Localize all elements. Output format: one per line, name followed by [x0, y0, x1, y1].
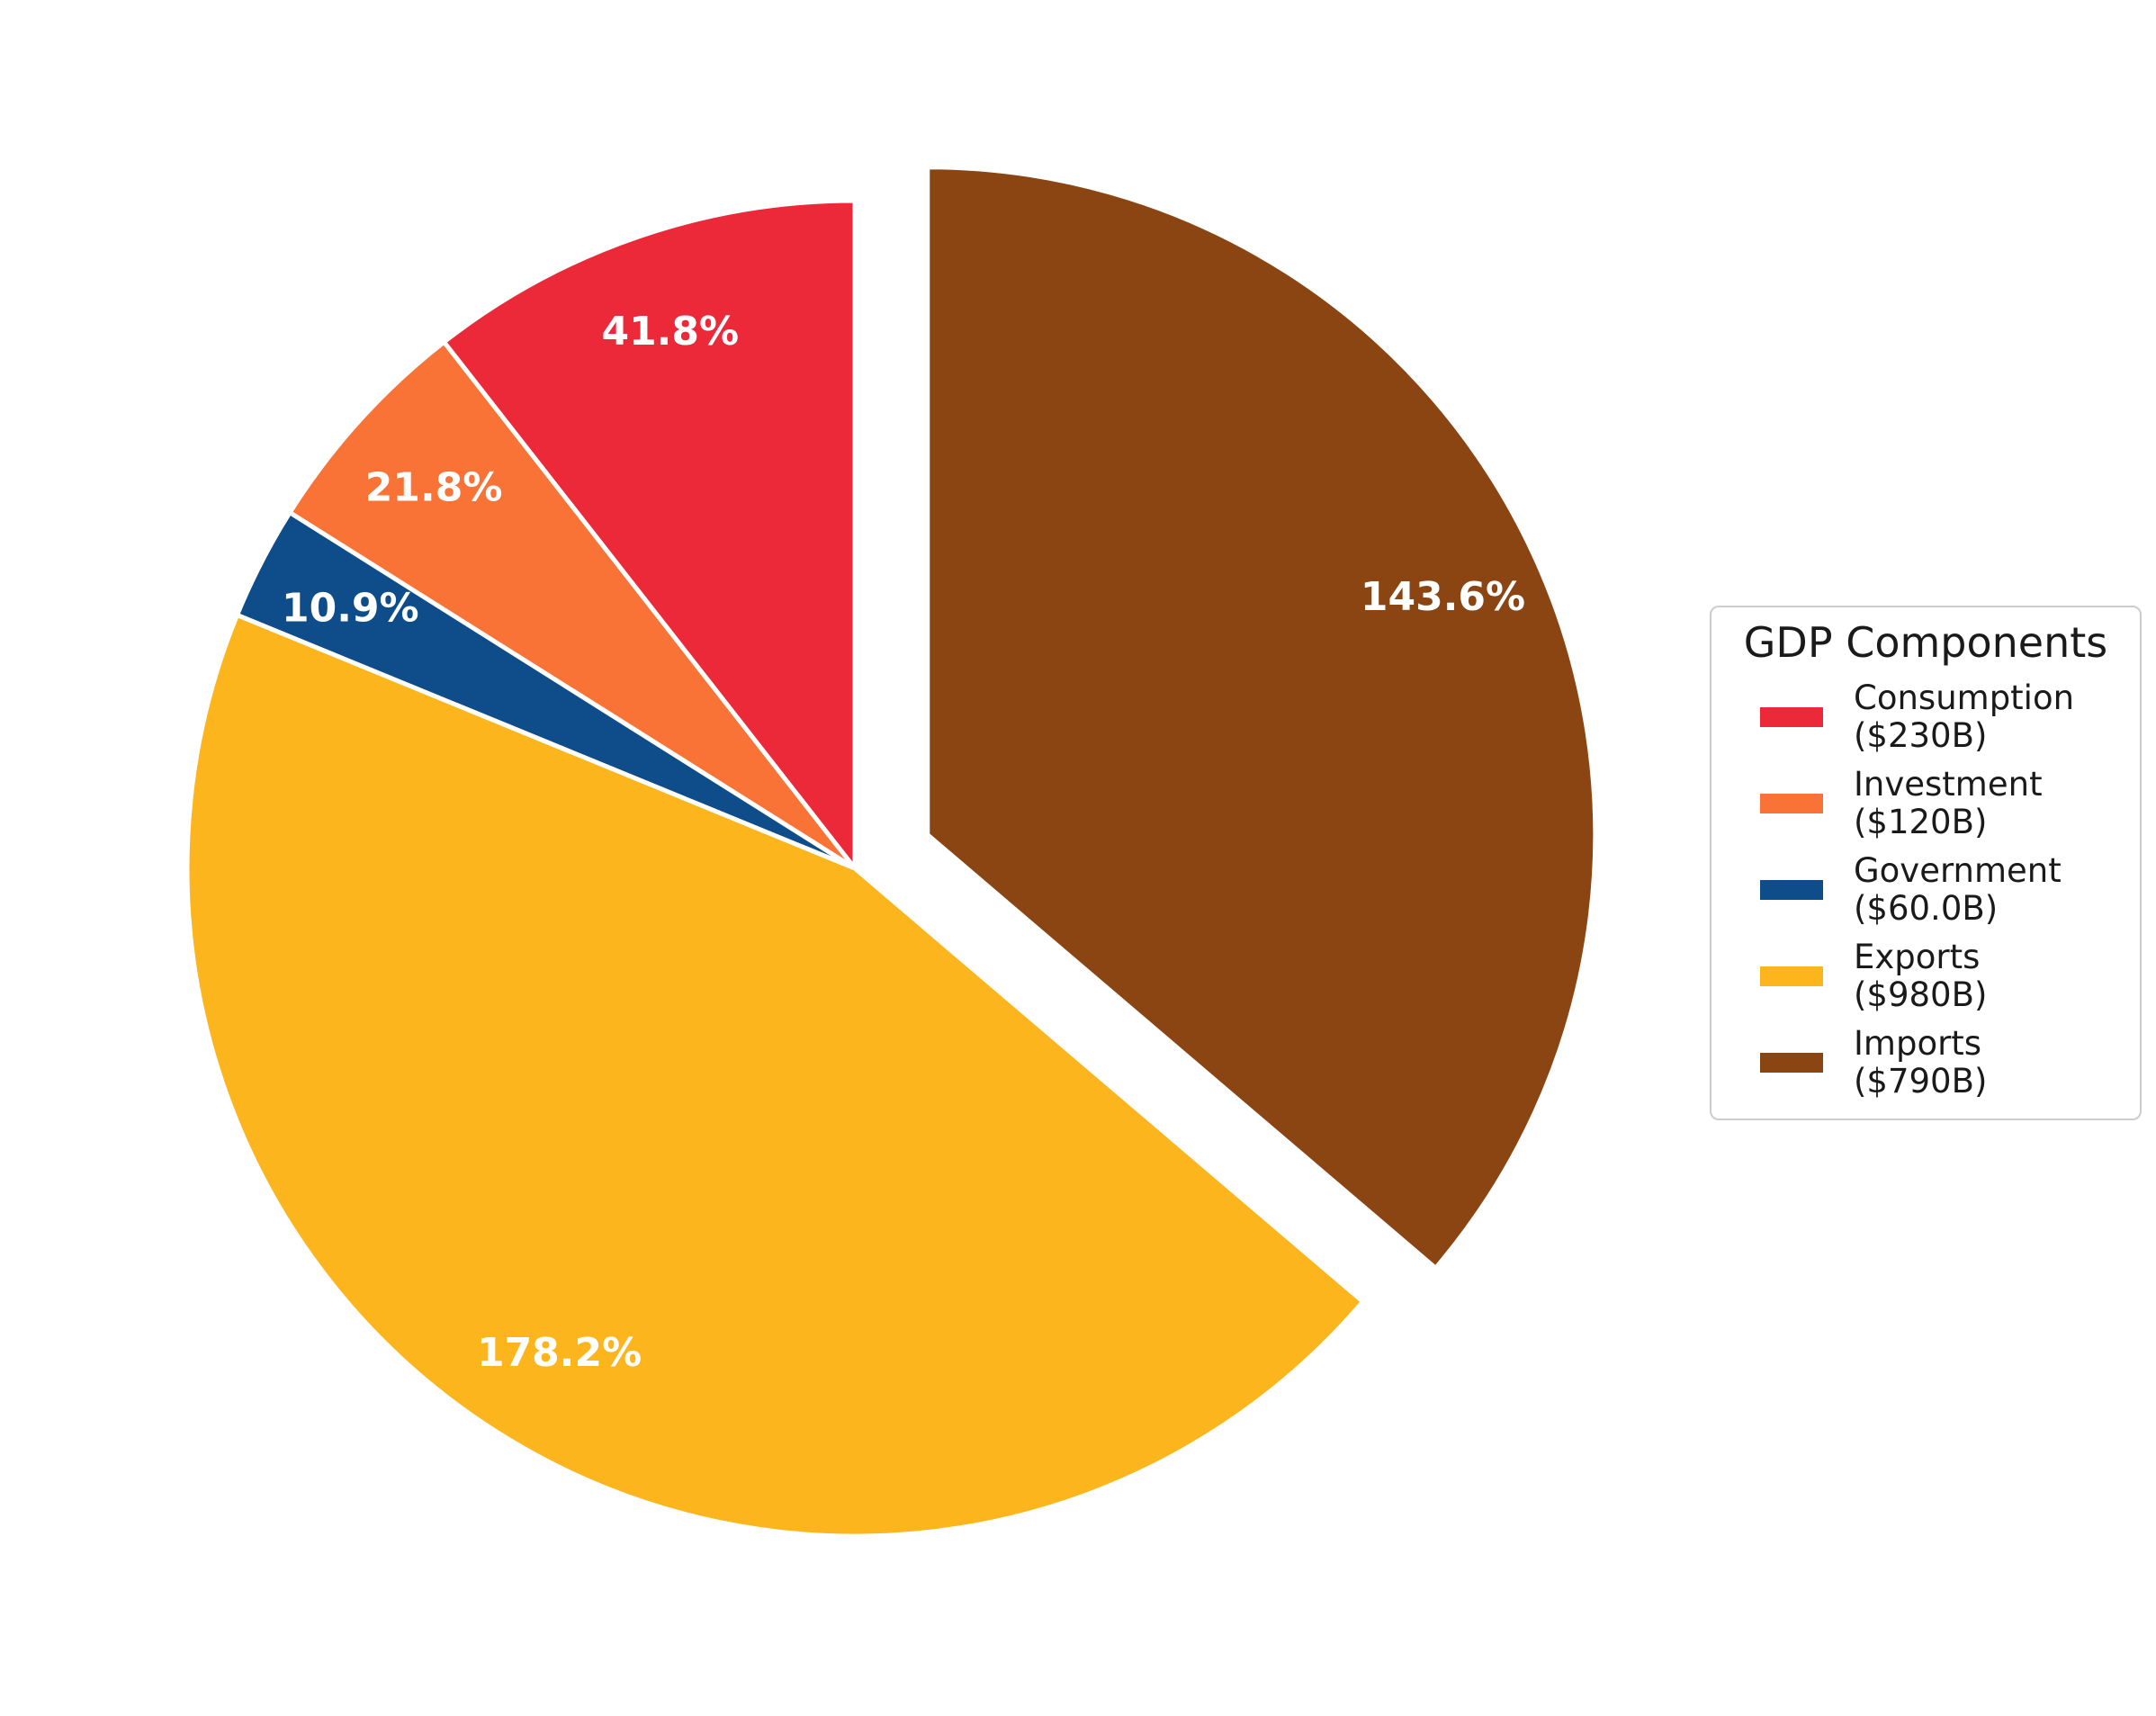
legend-title: GDP Components: [1743, 618, 2108, 667]
legend-swatch-consumption: [1760, 707, 1823, 727]
pie-percent-label-government: 10.9%: [282, 586, 419, 632]
legend-swatch-exports: [1760, 966, 1823, 986]
legend-item-label: Investment: [1854, 765, 2043, 804]
legend-item-government: Government ($60.0B): [1711, 852, 2140, 928]
pie-percent-label-investment: 21.8%: [365, 465, 503, 511]
legend-item-label: Exports: [1854, 938, 1981, 976]
legend-item-amount: ($120B): [1854, 803, 1988, 841]
pie-slice-consumption: [441, 198, 858, 871]
legend-item-amount: ($790B): [1854, 1062, 1988, 1101]
legend-swatch-imports: [1760, 1053, 1823, 1073]
legend-swatch-government: [1760, 880, 1823, 900]
legend-item-amount: ($230B): [1854, 716, 1988, 755]
legend-item-text: Exports ($980B): [1854, 939, 1987, 1014]
legend-item-text: Investment ($120B): [1854, 766, 2043, 841]
legend-item-amount: ($60.0B): [1854, 889, 1999, 928]
legend-item-text: Consumption ($230B): [1854, 679, 2074, 755]
legend-item-label: Consumption: [1854, 678, 2075, 717]
legend: GDP Components Consumption ($230B) Investm…: [1710, 606, 2142, 1120]
pie-slice-exports: [184, 613, 1366, 1539]
pie-percent-label-consumption: 41.8%: [601, 309, 739, 355]
legend-item-label: Government: [1854, 851, 2062, 890]
legend-item-consumption: Consumption ($230B): [1711, 679, 2140, 755]
legend-item-amount: ($980B): [1854, 975, 1988, 1014]
legend-item-investment: Investment ($120B): [1711, 766, 2140, 841]
pie-percent-label-imports: 143.6%: [1361, 574, 1525, 620]
pie-slice-imports: [925, 165, 1598, 1271]
pie-percent-label-exports: 178.2%: [477, 1330, 642, 1376]
legend-swatch-investment: [1760, 794, 1823, 813]
legend-items: Consumption ($230B) Investment ($120B) Gover…: [1711, 679, 2140, 1101]
legend-item-label: Imports: [1854, 1024, 1982, 1063]
legend-item-exports: Exports ($980B): [1711, 939, 2140, 1014]
legend-item-text: Imports ($790B): [1854, 1025, 1987, 1101]
pie-slice-investment: [287, 339, 858, 871]
legend-item-text: Government ($60.0B): [1854, 852, 2062, 928]
legend-item-imports: Imports ($790B): [1711, 1025, 2140, 1101]
